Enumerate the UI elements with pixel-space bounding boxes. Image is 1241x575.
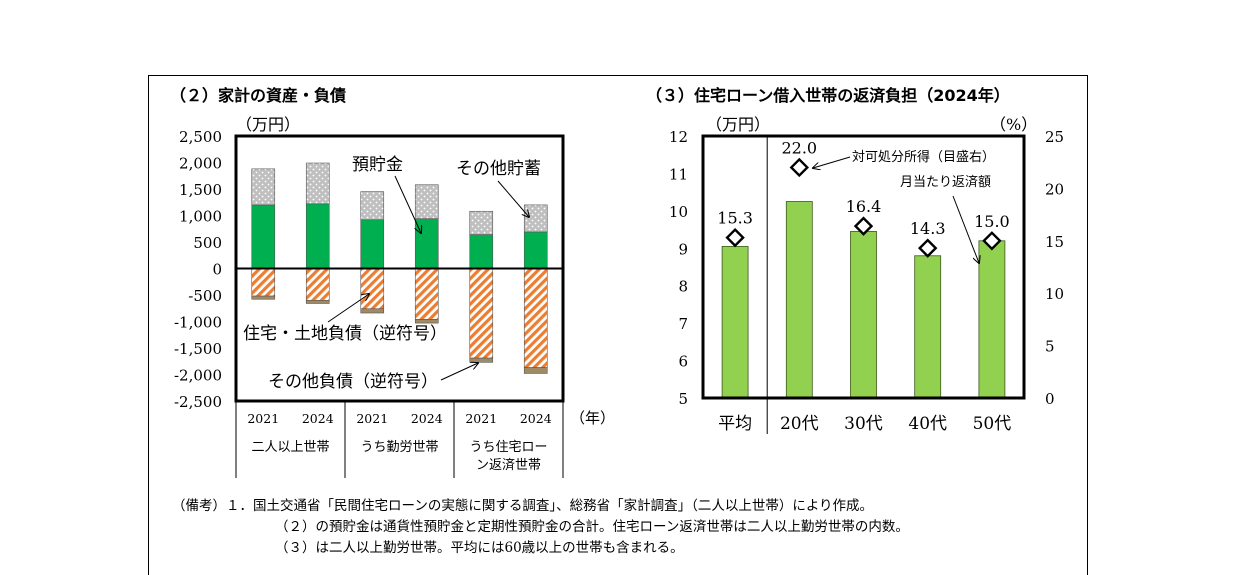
repayment-bar [721, 246, 749, 399]
left-y-tick-label: 500 [193, 234, 222, 252]
other-savings-bar [469, 210, 494, 235]
left-y-tick-label: -1,500 [174, 340, 222, 358]
left-x-year-label: 2024 [302, 411, 334, 426]
left-x-group-label: うち勤労世帯 [360, 440, 438, 455]
left-x-year-label: 2024 [520, 411, 552, 426]
annotation-other-savings: その他貯蓄 [456, 159, 541, 179]
ratio-data-label: 14.3 [910, 219, 946, 238]
ratio-marker [853, 216, 874, 236]
notes-prefix: （備考）１． [172, 498, 253, 514]
notes-line-3: （３）は二人以上勤労世帯。平均には60歳以上の世帯も含まれる。 [275, 540, 684, 556]
assets-liabilities-chart: （万円） 2,500 2,000 1,500 1,000 500 0 -500 -1,000 -1… [174, 115, 615, 478]
annotation-other-savings-arrow [497, 180, 529, 217]
repayment-bar [914, 255, 942, 399]
annotation-deposit: 預貯金 [352, 155, 403, 175]
left-y-tick-label: 0 [212, 261, 222, 279]
annotation-other-debt: その他負債（逆符号） [268, 372, 438, 392]
left-y-tick-label: 1,500 [179, 181, 222, 199]
right-plot-frame [701, 134, 1026, 400]
right-left-y-tick-label: 5 [678, 390, 688, 408]
left-x-year-label: 2021 [356, 411, 388, 426]
other-debt-bar [360, 308, 385, 314]
annotation-ratio: 対可処分所得（目盛右） [852, 149, 995, 165]
right-x-category-label: 30代 [844, 414, 883, 434]
right-left-y-tick-label: 9 [678, 240, 688, 258]
right-right-y-tick-label: 0 [1045, 390, 1055, 408]
left-y-tick-label: -1,000 [174, 314, 222, 332]
notes-text-1: 国土交通省「民間住宅ローンの実態に関する調査」、総務省「家計調査」（二人以上世帯… [253, 498, 874, 514]
annotation-housing-debt-arrow [327, 294, 369, 323]
ratio-marker [725, 227, 745, 248]
ratio-data-label: 15.0 [974, 212, 1010, 231]
repayment-bar [978, 240, 1006, 399]
right-left-y-tick-label: 12 [669, 128, 688, 146]
right-left-y-tick-label: 11 [669, 165, 688, 183]
left-chart-title: （２）家計の資産・負債 [170, 86, 347, 105]
left-y-tick-label: 1,000 [179, 208, 222, 226]
left-x-year-label: 2024 [411, 411, 443, 426]
annotation-other-debt-arrow [440, 363, 478, 381]
left-x-group-label: 二人以上世帯 [251, 440, 329, 455]
left-y-tick-label: 2,500 [179, 128, 222, 146]
right-unit-label-right: （%） [990, 115, 1037, 134]
notes-line-2: （２）の預貯金は通貨性預貯金と定期性預貯金の合計。住宅ローン返済世帯は二人以上勤… [275, 519, 909, 535]
right-right-y-tick-label: 25 [1045, 128, 1064, 146]
left-x-year-label: 2021 [247, 411, 279, 426]
annotation-deposit-arrow [394, 175, 421, 233]
left-x-group-label: ン返済世帯 [476, 457, 541, 473]
right-left-y-tick-label: 6 [678, 353, 688, 371]
other-debt-bar [305, 299, 330, 304]
left-plot-frame [234, 134, 565, 403]
other-debt-bar [523, 367, 548, 374]
right-left-y-tick-label: 10 [669, 203, 688, 221]
left-x-year-label: 2021 [465, 411, 497, 426]
right-chart-title: （３）住宅ローン借入世帯の返済負担（2024年） [646, 86, 1010, 105]
right-right-y-tick-label: 10 [1045, 285, 1064, 303]
right-x-category-label: 平均 [718, 414, 752, 434]
other-savings-bar [251, 168, 276, 206]
left-y-tick-label: -2,000 [174, 367, 222, 385]
left-unit-label: （万円） [236, 115, 300, 134]
right-left-y-tick-label: 7 [678, 315, 688, 333]
ratio-data-label: 22.0 [781, 138, 817, 157]
right-x-category-label: 20代 [780, 414, 819, 434]
left-y-tick-label: -500 [188, 287, 222, 305]
right-unit-label-left: （万円） [706, 115, 770, 134]
left-y-tick-label: -2,500 [174, 393, 222, 411]
ratio-marker [918, 238, 938, 258]
right-left-y-tick-label: 8 [678, 278, 688, 296]
right-x-category-label: 40代 [908, 414, 947, 434]
left-y-tick-label: 2,000 [179, 155, 222, 173]
ratio-data-label: 16.4 [846, 197, 882, 216]
other-savings-bar [360, 191, 385, 221]
annotation-ratio-arrow [813, 156, 851, 168]
left-year-suffix: （年） [570, 409, 615, 427]
other-debt-bar [414, 319, 439, 324]
repayment-bar [785, 201, 813, 399]
figure-frame [148, 75, 1088, 575]
right-right-y-tick-label: 20 [1045, 180, 1064, 198]
right-right-y-tick-label: 5 [1045, 338, 1055, 356]
ratio-marker [982, 231, 1002, 251]
annotation-repayment: 月当たり返済額 [900, 174, 991, 190]
annotation-housing-debt: 住宅・土地負債（逆符号） [243, 324, 447, 344]
notes: （備考）１．国土交通省「民間住宅ローンの実態に関する調査」、総務省「家計調査」（… [172, 496, 909, 559]
annotation-repayment-arrow [952, 195, 979, 263]
other-debt-bar [469, 357, 494, 363]
notes-line-1: （備考）１．国土交通省「民間住宅ローンの実態に関する調査」、総務省「家計調査」（… [172, 496, 909, 517]
other-savings-bar [414, 184, 439, 219]
right-x-category-label: 50代 [973, 414, 1012, 434]
other-savings-bar [305, 162, 330, 205]
ratio-marker [789, 157, 809, 178]
ratio-data-label: 15.3 [717, 209, 753, 228]
other-debt-bar [251, 295, 276, 300]
repayment-burden-chart: （万円） （%） 12 11 10 9 8 7 6 5 25 20 15 10 5 0 平均 20代 30代 40代 5… [669, 115, 1064, 434]
left-x-group-label: うち住宅ロー [469, 440, 547, 455]
repayment-bar [850, 231, 877, 399]
right-right-y-tick-label: 15 [1045, 233, 1064, 251]
